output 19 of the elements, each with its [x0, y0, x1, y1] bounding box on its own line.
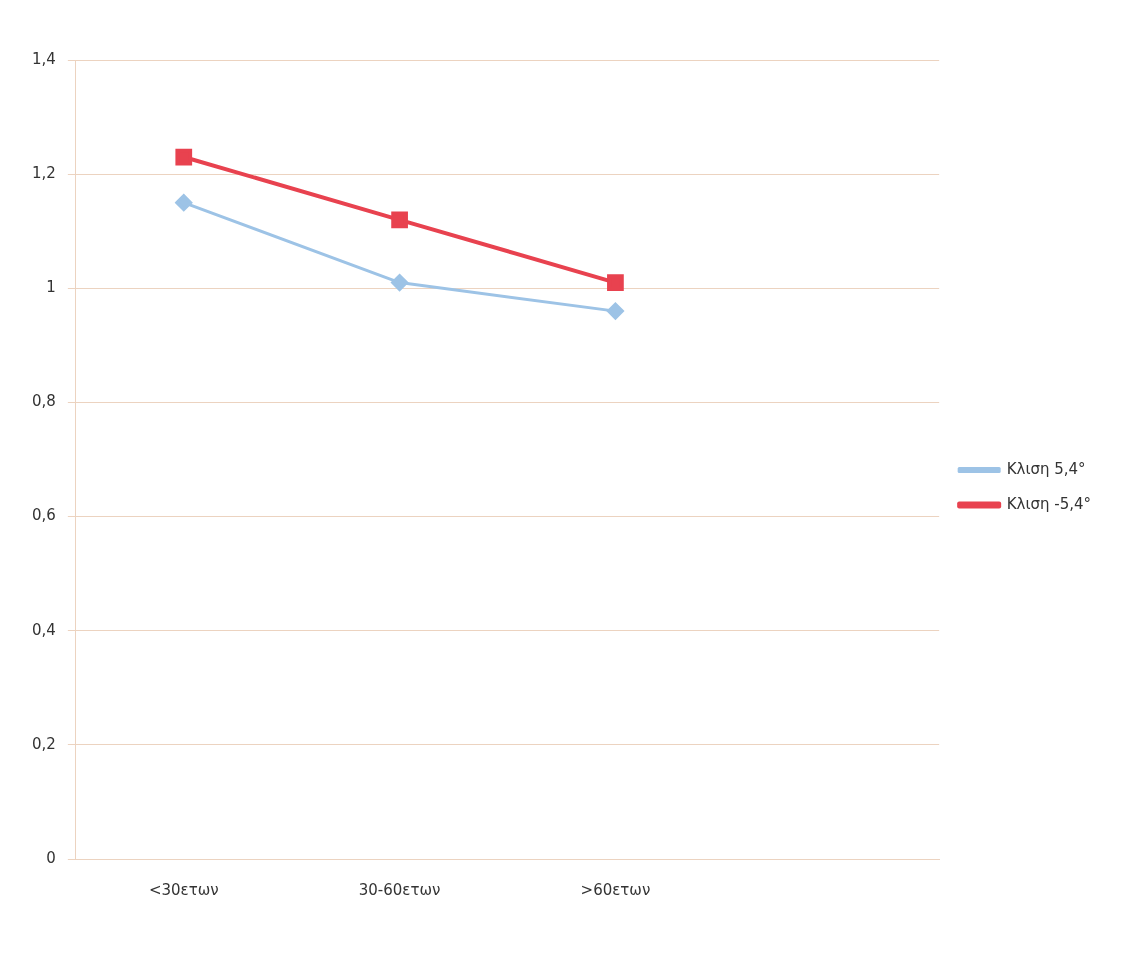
- y-tick-label: 0,8: [32, 392, 56, 411]
- point: [606, 302, 624, 320]
- point: [391, 274, 409, 292]
- point: [175, 194, 193, 212]
- y-tick-label: 0,6: [32, 506, 56, 525]
- y-tick-label: 1,4: [32, 49, 56, 68]
- legend-label: Κλιση 5,4°: [1006, 459, 1086, 478]
- legend-label: Κλιση -5,4°: [1006, 494, 1092, 513]
- point: [391, 211, 408, 229]
- point: [175, 148, 193, 166]
- y-tick-label: 0,2: [32, 734, 56, 753]
- y-tick-label: 0,4: [32, 620, 56, 639]
- y-tick-label: 1: [46, 278, 56, 297]
- x-tick-label: <30ετων: [148, 880, 219, 899]
- x-tick-label: >60ετων: [580, 880, 651, 899]
- y-tick-label: 1,2: [32, 164, 56, 183]
- x-tick-label: 30-60ετων: [358, 880, 441, 899]
- y-tick-label: 0: [46, 848, 56, 867]
- point: [607, 274, 624, 291]
